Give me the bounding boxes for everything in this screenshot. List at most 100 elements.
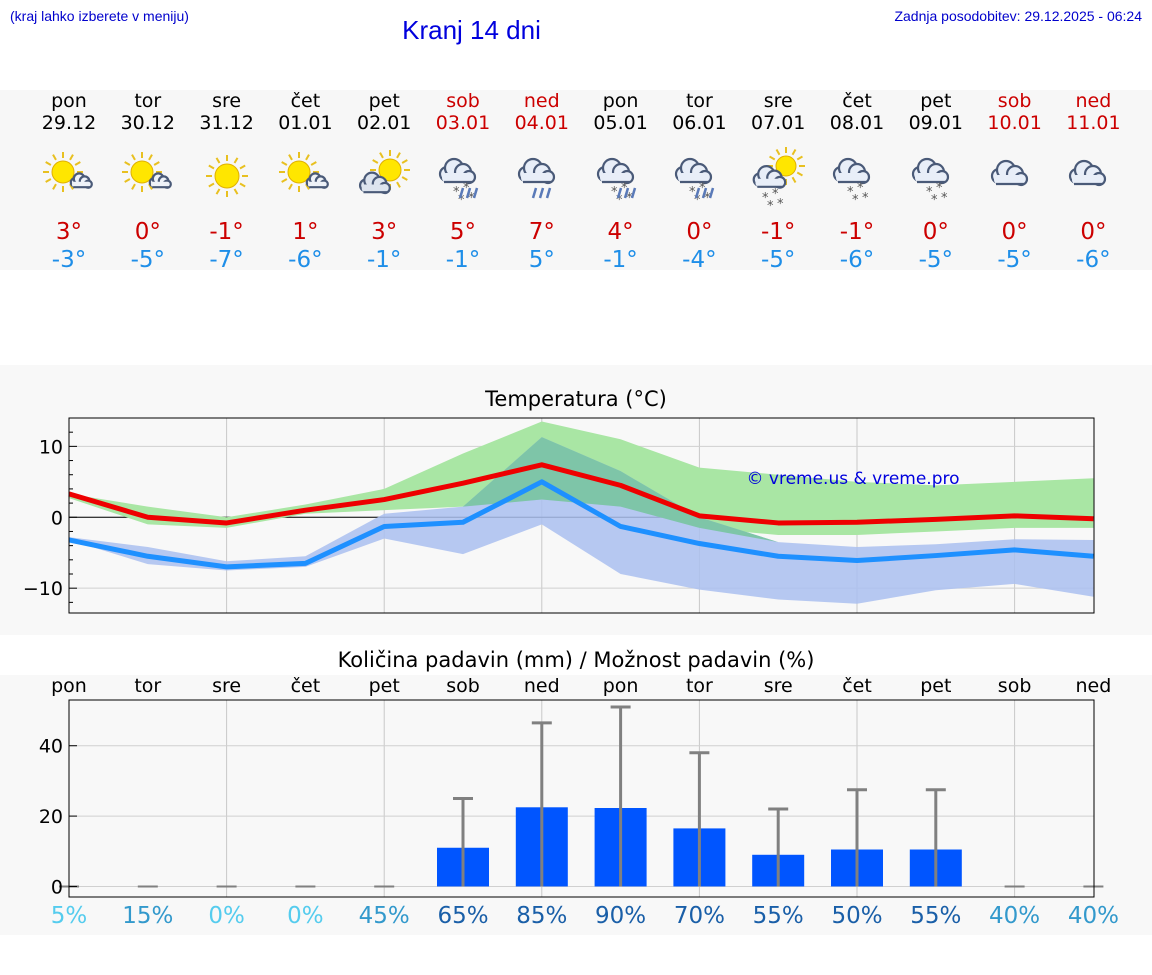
precip-probability: 0%	[208, 903, 245, 929]
precip-probability: 40%	[1067, 903, 1119, 929]
svg-text:*: *	[453, 185, 460, 200]
temp-min: -6°	[288, 247, 323, 273]
svg-text:*: *	[689, 185, 696, 200]
temp-min: -4°	[682, 247, 717, 273]
weather-icon-svg: * ** *	[911, 157, 949, 208]
weather-icon-svg	[990, 159, 1028, 187]
temp-max: 0°	[1001, 219, 1028, 245]
precipitation-chart-title: Količina padavin (mm) / Možnost padavin …	[337, 648, 815, 672]
day-column: čet 01.01 1° -6°	[265, 90, 345, 274]
day-column: pon 05.01 * * * * 4° -1°	[581, 90, 661, 274]
sun-cloud-icon	[43, 152, 93, 192]
svg-text:*: *	[931, 193, 938, 208]
precip-probability: 55%	[910, 903, 962, 929]
precip-probability: 90%	[595, 903, 647, 929]
precip-day-label: pet	[920, 675, 952, 697]
day-column: čet 08.01 * * * * -1° -6°	[817, 90, 897, 274]
weather-icon-box	[1053, 134, 1133, 218]
weather-icon-box	[344, 134, 424, 218]
weather-icon-svg	[121, 152, 172, 192]
y-tick-label: 0	[51, 507, 63, 529]
svg-text:*: *	[852, 193, 859, 208]
y-tick-label: −10	[23, 578, 63, 600]
day-date: 10.01	[987, 112, 1042, 134]
day-name: pet	[920, 90, 952, 112]
temp-min: 5°	[528, 247, 555, 273]
weather-icon-svg: * ** *	[438, 157, 479, 208]
precip-day-label: tor	[134, 675, 162, 697]
weather-icon-svg	[205, 155, 248, 197]
min-temp-line	[68, 479, 1094, 570]
sun-cloud-icon	[121, 152, 172, 192]
svg-text:*: *	[772, 187, 779, 202]
weather-icon-box	[265, 134, 345, 218]
weather-icon-svg	[43, 152, 93, 192]
day-date: 02.01	[356, 112, 412, 134]
weather-icon-svg: * ** *	[675, 157, 715, 208]
precip-day-label: ned	[1075, 675, 1112, 697]
temp-min: -1°	[603, 247, 638, 273]
precip-day-label: čet	[842, 675, 872, 697]
temp-max: -1°	[209, 219, 244, 245]
temp-max: -1°	[760, 219, 796, 245]
day-column: sob 03.01 * * * * 5° -1°	[423, 90, 503, 274]
svg-text:*: *	[468, 191, 475, 206]
temp-min: -3°	[51, 247, 87, 273]
temp-min: -5°	[997, 247, 1032, 273]
weather-icon-svg: * ** *	[832, 157, 871, 208]
cloud-sun-icon	[359, 150, 411, 195]
day-name: sob	[446, 90, 480, 112]
precip-probability: 65%	[437, 903, 489, 929]
y-tick-label: 20	[39, 806, 63, 828]
page-title: Kranj 14 dni	[402, 15, 541, 45]
weather-icon-box	[502, 134, 582, 218]
precip-probability: 0%	[287, 903, 324, 929]
weather-icon-box: * * * *	[581, 134, 661, 218]
cloud-icon	[1069, 159, 1107, 187]
day-column: sre 31.12 -1° -7°	[187, 90, 267, 274]
svg-text:*: *	[857, 181, 864, 196]
weather-icon-box: * * * *	[896, 134, 976, 218]
day-name: sre	[763, 90, 793, 112]
precip-probability: 85%	[516, 903, 568, 929]
temp-min: -1°	[445, 247, 481, 273]
svg-text:*: *	[621, 181, 628, 196]
y-tick-label: 10	[39, 436, 63, 458]
temperature-chart-title: Temperatura (°C)	[485, 387, 667, 411]
temp-min: -7°	[209, 247, 244, 273]
temp-min: -6°	[1076, 247, 1111, 273]
weather-icon-svg	[517, 157, 555, 199]
temp-min: -1°	[366, 247, 402, 273]
weather-icon-svg	[279, 152, 330, 192]
cloud-rain-snow-icon: * ** *	[596, 157, 636, 208]
day-date: 08.01	[829, 112, 885, 134]
day-column: pet 09.01 * * * * 0° -5°	[896, 90, 976, 274]
weather-icon-box: * * * *	[659, 134, 739, 218]
day-name: ned	[523, 90, 560, 112]
day-name: pet	[368, 90, 400, 112]
precip-day-label: čet	[290, 675, 321, 697]
temp-min: -5°	[760, 247, 796, 273]
temp-max: 0°	[1080, 219, 1107, 245]
sun-cloud-snow-icon: * ** *	[752, 147, 806, 214]
precip-day-label: pon	[51, 675, 87, 697]
weather-icon-box	[187, 134, 267, 218]
day-date: 11.01	[1066, 112, 1121, 134]
day-name: pon	[51, 90, 87, 112]
day-column: tor 30.12 0° -5°	[108, 90, 188, 274]
sun-icon	[205, 155, 248, 197]
svg-text:*: *	[847, 185, 854, 200]
watermark: © vreme.us & vreme.pro	[746, 469, 959, 489]
svg-text:*: *	[762, 191, 769, 206]
sun-cloud-icon	[279, 152, 330, 192]
day-column: tor 06.01 * * * * 0° -4°	[659, 90, 739, 274]
day-name: tor	[685, 90, 713, 112]
day-column: ned 04.01 7° 5°	[502, 90, 582, 274]
y-tick-label: 0	[51, 876, 63, 898]
weather-icon-svg	[1069, 159, 1107, 187]
day-column: sob 10.01 0° -5°	[975, 90, 1055, 274]
weather-icon-box: * * * *	[423, 134, 503, 218]
cloud-snow-icon: * ** *	[832, 157, 871, 208]
temp-min: -5°	[918, 247, 954, 273]
